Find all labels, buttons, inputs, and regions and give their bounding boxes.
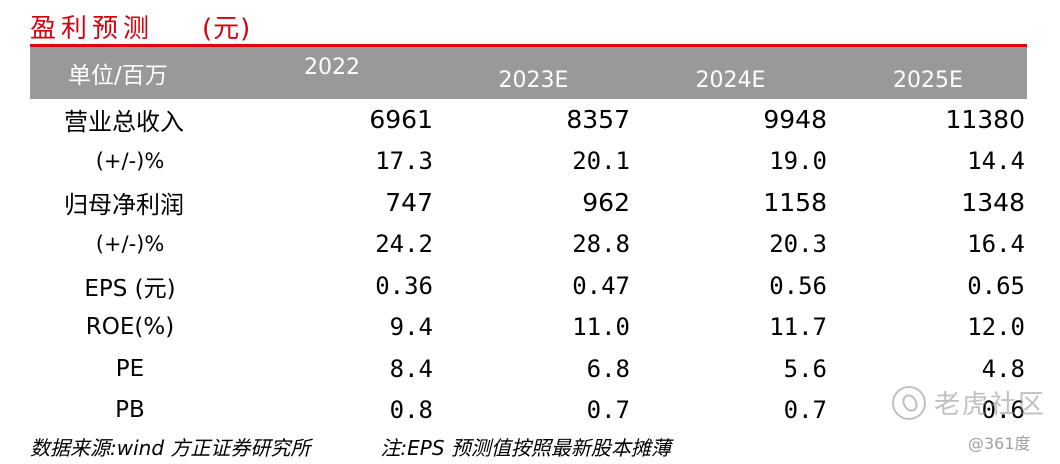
header-2022: 2022 — [304, 55, 360, 80]
cell-value: 0.7 — [783, 396, 827, 425]
cell-value: 9.4 — [389, 313, 433, 342]
row-label: 归母净利润 — [64, 191, 184, 220]
cell-value: 6.8 — [586, 354, 630, 383]
cell-value: 11380 — [945, 105, 1025, 135]
table-row: 营业总收入 6961 8357 9948 11380 — [30, 99, 1027, 141]
cell-value: 1348 — [961, 188, 1025, 218]
row-label: (+/-)% — [95, 149, 165, 174]
title-text: 盈利预测 — [30, 14, 155, 44]
cell-value: 0.65 — [967, 271, 1025, 300]
cell-value: 8.4 — [389, 354, 433, 383]
row-label: (+/-)% — [95, 232, 165, 257]
cell-value: 1158 — [763, 188, 827, 218]
table-row: (+/-)% 24.2 28.8 20.3 16.4 — [30, 224, 1027, 266]
cell-value: 9948 — [763, 105, 827, 135]
cell-value: 8357 — [566, 105, 630, 135]
header-row: 单位/百万 2022 2023E 2024E 2025E — [30, 47, 1027, 99]
title-rule — [30, 44, 1027, 47]
row-label: PE — [115, 355, 145, 382]
cell-value: 0.7 — [586, 396, 630, 425]
header-2025e: 2025E — [893, 67, 963, 93]
cell-value: 19.0 — [769, 147, 827, 176]
table-row: ROE(%) 9.4 11.0 11.7 12.0 — [30, 307, 1027, 349]
header-unit: 单位/百万 — [68, 63, 168, 89]
table-title: 盈利预测 (元) — [30, 8, 251, 44]
watermark-handle: @361度 — [968, 434, 1031, 453]
cell-value: 28.8 — [572, 230, 630, 259]
row-label: ROE(%) — [85, 314, 175, 341]
profit-forecast-table: 单位/百万 2022 2023E 2024E 2025E 营业总收入 6961 … — [30, 47, 1027, 431]
table-row: PE 8.4 6.8 5.6 4.8 — [30, 348, 1027, 390]
row-label: EPS (元) — [84, 275, 176, 302]
cell-value: 747 — [385, 188, 433, 218]
cell-value: 11.0 — [572, 313, 630, 342]
cell-value: 0.8 — [389, 396, 433, 425]
cell-value: 962 — [582, 188, 630, 218]
table-row: PB 0.8 0.7 0.7 0.6 — [30, 390, 1027, 432]
row-label: PB — [115, 397, 145, 424]
cell-value: 11.7 — [769, 313, 827, 342]
cell-value: 6961 — [369, 105, 433, 135]
title-unit: (元) — [202, 14, 252, 44]
cell-value: 20.1 — [572, 147, 630, 176]
table-footer: 数据来源:wind 方正证券研究所 注:EPS 预测值按照最新股本摊薄 — [30, 432, 671, 461]
cell-value: 0.6 — [981, 396, 1025, 425]
cell-value: 0.56 — [769, 271, 827, 300]
cell-value: 17.3 — [375, 147, 433, 176]
header-2024e: 2024E — [695, 67, 766, 93]
cell-value: 24.2 — [375, 230, 433, 259]
row-label: 营业总收入 — [64, 108, 184, 137]
cell-value: 20.3 — [769, 230, 827, 259]
cell-value: 5.6 — [783, 354, 827, 383]
cell-value: 4.8 — [981, 354, 1025, 383]
cell-value: 0.36 — [375, 271, 433, 300]
data-source: 数据来源:wind 方正证券研究所 — [30, 436, 311, 460]
header-2023e: 2023E — [498, 67, 569, 93]
footnote: 注:EPS 预测值按照最新股本摊薄 — [380, 436, 671, 460]
table-row: 归母净利润 747 962 1158 1348 — [30, 182, 1027, 224]
table-row: (+/-)% 17.3 20.1 19.0 14.4 — [30, 141, 1027, 183]
cell-value: 12.0 — [967, 313, 1025, 342]
table-row: EPS (元) 0.36 0.47 0.56 0.65 — [30, 265, 1027, 307]
cell-value: 14.4 — [967, 147, 1025, 176]
cell-value: 16.4 — [967, 230, 1025, 259]
cell-value: 0.47 — [572, 271, 630, 300]
